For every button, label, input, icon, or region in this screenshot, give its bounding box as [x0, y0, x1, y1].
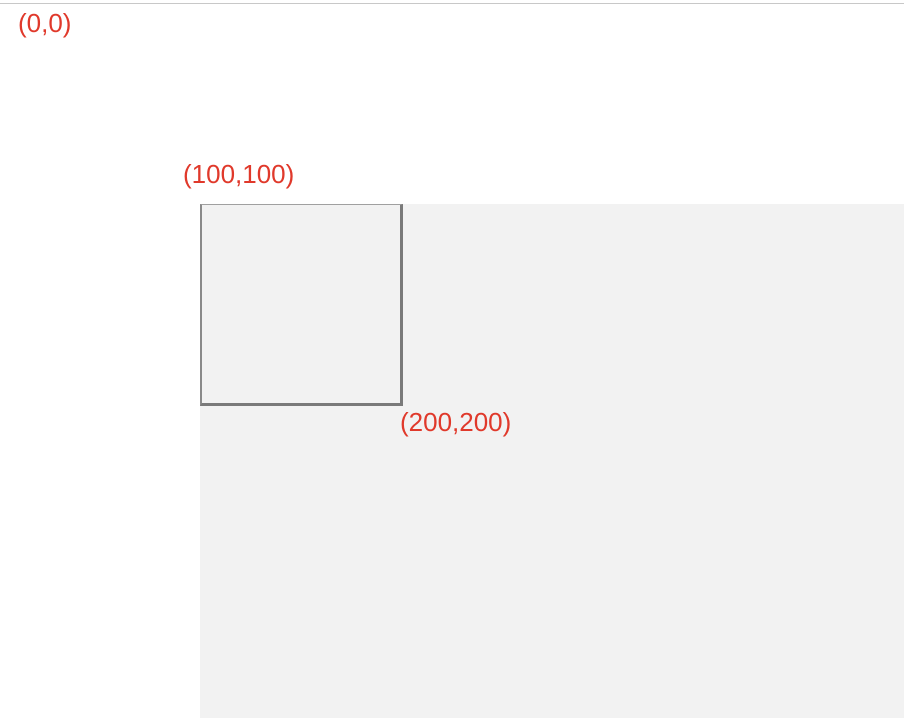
bottom-right-coordinate-label: (200,200) [400, 407, 512, 437]
square-box [200, 204, 403, 406]
top-left-coordinate-label: (100,100) [183, 159, 295, 189]
origin-coordinate-label: (0,0) [18, 8, 72, 38]
top-divider [0, 3, 904, 4]
